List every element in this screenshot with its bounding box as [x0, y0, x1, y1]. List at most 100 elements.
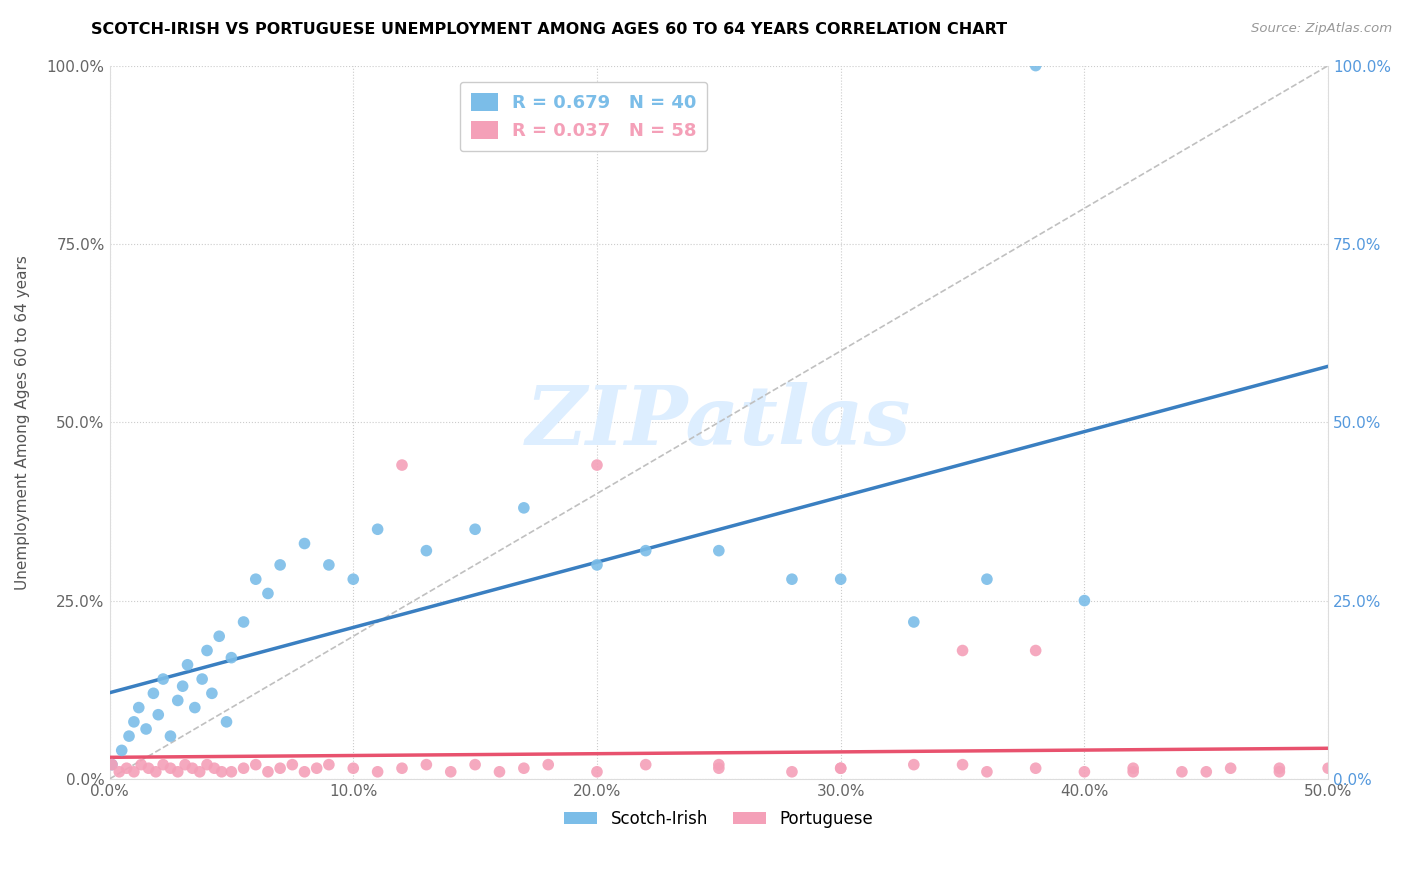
Point: [188, 764, 211, 779]
Point: [1073, 593, 1095, 607]
Point: [415, 543, 437, 558]
Point: [138, 761, 160, 775]
Point: [537, 757, 560, 772]
Point: [305, 761, 328, 775]
Point: [191, 672, 214, 686]
Point: [232, 761, 254, 775]
Point: [1219, 761, 1241, 775]
Point: [129, 757, 152, 772]
Point: [245, 572, 267, 586]
Point: [122, 764, 145, 779]
Point: [257, 586, 280, 600]
Point: [269, 761, 291, 775]
Point: [111, 743, 134, 757]
Text: Source: ZipAtlas.com: Source: ZipAtlas.com: [1251, 22, 1392, 36]
Point: [976, 764, 998, 779]
Point: [634, 543, 657, 558]
Point: [195, 757, 218, 772]
Point: [830, 761, 852, 775]
Point: [342, 572, 364, 586]
Point: [830, 761, 852, 775]
Point: [159, 729, 181, 743]
Point: [176, 657, 198, 672]
Point: [257, 764, 280, 779]
Point: [830, 572, 852, 586]
Point: [135, 722, 157, 736]
Point: [707, 543, 730, 558]
Point: [391, 761, 413, 775]
Point: [586, 458, 609, 472]
Point: [172, 679, 194, 693]
Point: [128, 700, 150, 714]
Legend: Scotch-Irish, Portuguese: Scotch-Irish, Portuguese: [557, 804, 880, 835]
Point: [245, 757, 267, 772]
Point: [952, 757, 974, 772]
Point: [952, 643, 974, 657]
Point: [232, 615, 254, 629]
Point: [1025, 59, 1047, 73]
Point: [464, 757, 486, 772]
Point: [1122, 761, 1144, 775]
Point: [903, 615, 925, 629]
Point: [780, 764, 803, 779]
Point: [269, 558, 291, 572]
Point: [174, 757, 197, 772]
Point: [1025, 643, 1047, 657]
Point: [1171, 764, 1194, 779]
Point: [1025, 761, 1047, 775]
Point: [202, 761, 225, 775]
Point: [195, 643, 218, 657]
Point: [294, 764, 316, 779]
Point: [780, 572, 803, 586]
Point: [318, 757, 340, 772]
Point: [221, 764, 243, 779]
Point: [294, 536, 316, 550]
Point: [152, 672, 174, 686]
Point: [184, 700, 207, 714]
Point: [513, 500, 536, 515]
Point: [108, 764, 131, 779]
Y-axis label: Unemployment Among Ages 60 to 64 years: Unemployment Among Ages 60 to 64 years: [15, 255, 30, 590]
Point: [142, 686, 165, 700]
Point: [1317, 761, 1340, 775]
Point: [586, 558, 609, 572]
Text: ZIPatlas: ZIPatlas: [526, 383, 911, 462]
Point: [707, 761, 730, 775]
Point: [318, 558, 340, 572]
Point: [145, 764, 167, 779]
Point: [101, 757, 124, 772]
Point: [707, 757, 730, 772]
Point: [115, 761, 138, 775]
Point: [586, 764, 609, 779]
Point: [1195, 764, 1218, 779]
Point: [415, 757, 437, 772]
Point: [101, 757, 124, 772]
Point: [118, 729, 141, 743]
Point: [342, 761, 364, 775]
Point: [159, 761, 181, 775]
Point: [215, 714, 238, 729]
Point: [181, 761, 204, 775]
Point: [281, 757, 304, 772]
Point: [201, 686, 224, 700]
Point: [367, 764, 389, 779]
Point: [122, 714, 145, 729]
Point: [166, 764, 188, 779]
Point: [1122, 764, 1144, 779]
Point: [440, 764, 463, 779]
Point: [211, 764, 233, 779]
Point: [1073, 764, 1095, 779]
Point: [976, 572, 998, 586]
Point: [488, 764, 510, 779]
Point: [148, 707, 170, 722]
Point: [391, 458, 413, 472]
Text: SCOTCH-IRISH VS PORTUGUESE UNEMPLOYMENT AMONG AGES 60 TO 64 YEARS CORRELATION CH: SCOTCH-IRISH VS PORTUGUESE UNEMPLOYMENT …: [91, 22, 1008, 37]
Point: [464, 522, 486, 536]
Point: [367, 522, 389, 536]
Point: [152, 757, 174, 772]
Point: [513, 761, 536, 775]
Point: [903, 757, 925, 772]
Point: [634, 757, 657, 772]
Point: [221, 650, 243, 665]
Point: [208, 629, 231, 643]
